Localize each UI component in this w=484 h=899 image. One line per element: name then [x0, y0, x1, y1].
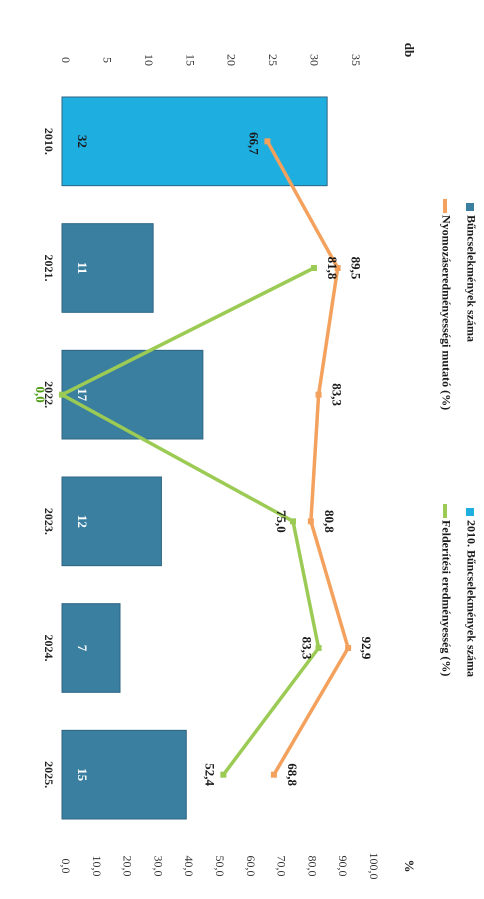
- right-axis-tick: 10,0: [90, 856, 104, 877]
- green-data-label: 75,0: [274, 510, 289, 533]
- legend-swatch: [443, 504, 447, 518]
- category-label: 2024.: [42, 635, 56, 662]
- bar-value-label: 7: [75, 645, 90, 652]
- green-point: [310, 265, 317, 271]
- left-axis-tick: 25: [266, 54, 280, 66]
- green-data-label: 83,3: [300, 637, 315, 660]
- orange-data-label: 89,5: [349, 257, 364, 280]
- legend-label: Bűncselekmények száma: [464, 215, 478, 342]
- orange-point: [315, 391, 322, 398]
- category-label: 2021.: [42, 255, 56, 282]
- bar: [61, 476, 162, 567]
- right-axis-tick: 80,0: [305, 856, 319, 877]
- category-label: 2022.: [42, 381, 56, 408]
- bar: [61, 603, 121, 693]
- left-axis-tick: 5: [100, 57, 114, 63]
- orange-point: [307, 518, 314, 525]
- green-data-label: 81,8: [325, 257, 340, 280]
- bar: [61, 96, 328, 187]
- legend-swatch: [466, 508, 474, 516]
- right-axis-tick: 50,0: [213, 856, 227, 877]
- orange-point: [334, 265, 341, 271]
- green-point: [290, 518, 296, 525]
- left-axis-tick: 20: [225, 54, 239, 66]
- orange-data-label: 83,3: [330, 383, 345, 406]
- green-data-label: 52,4: [202, 763, 217, 786]
- legend-swatch: [466, 203, 474, 211]
- legend-label: 2010. Bűncselekmények száma: [464, 520, 478, 677]
- right-axis-tick: 30,0: [151, 856, 165, 877]
- orange-data-label: 68,8: [285, 763, 300, 786]
- right-axis-tick: 100,0: [367, 853, 381, 880]
- green-data-label: 0,0: [33, 387, 48, 403]
- right-axis-tick: 60,0: [244, 856, 258, 877]
- orange-point: [270, 771, 277, 778]
- orange-point: [264, 138, 271, 145]
- right-axis-tick: 20,0: [121, 856, 135, 877]
- left-axis-tick: 10: [142, 54, 156, 66]
- bar: [61, 349, 204, 440]
- green-point: [59, 391, 65, 398]
- orange-data-label: 66,7: [246, 132, 261, 155]
- bar-value-label: 11: [75, 262, 90, 274]
- bar-value-label: 32: [75, 135, 90, 148]
- green-point: [220, 771, 227, 778]
- category-label: 2010.: [42, 128, 56, 155]
- bar-value-label: 12: [75, 515, 90, 528]
- left-axis-unit: db: [402, 43, 417, 57]
- orange-line: [265, 140, 350, 776]
- legend-label: Nyomozáseredményességi mutató (%): [439, 215, 453, 410]
- orange-data-label: 80,8: [322, 510, 337, 533]
- category-label: 2025.: [42, 761, 56, 788]
- bar: [61, 729, 187, 820]
- green-point: [315, 645, 322, 651]
- right-axis-tick: 90,0: [336, 856, 350, 877]
- left-axis-tick: 15: [183, 54, 197, 66]
- right-axis-tick: 40,0: [182, 856, 196, 877]
- right-axis-tick: 70,0: [275, 856, 289, 877]
- bar: [61, 223, 154, 313]
- orange-point: [345, 645, 352, 651]
- left-axis-tick: 35: [349, 54, 363, 66]
- left-axis-tick: 0: [59, 57, 73, 63]
- category-label: 2023.: [42, 508, 56, 535]
- right-axis-tick: 0,0: [59, 859, 73, 874]
- legend-swatch: [443, 199, 447, 213]
- legend-label: Felderítési eredményesség (%): [439, 520, 453, 676]
- bar-value-label: 17: [75, 388, 90, 402]
- left-axis-tick: 30: [308, 54, 322, 66]
- bar-value-label: 15: [75, 768, 90, 782]
- right-axis-unit: %: [402, 860, 417, 873]
- orange-data-label: 92,9: [359, 637, 374, 660]
